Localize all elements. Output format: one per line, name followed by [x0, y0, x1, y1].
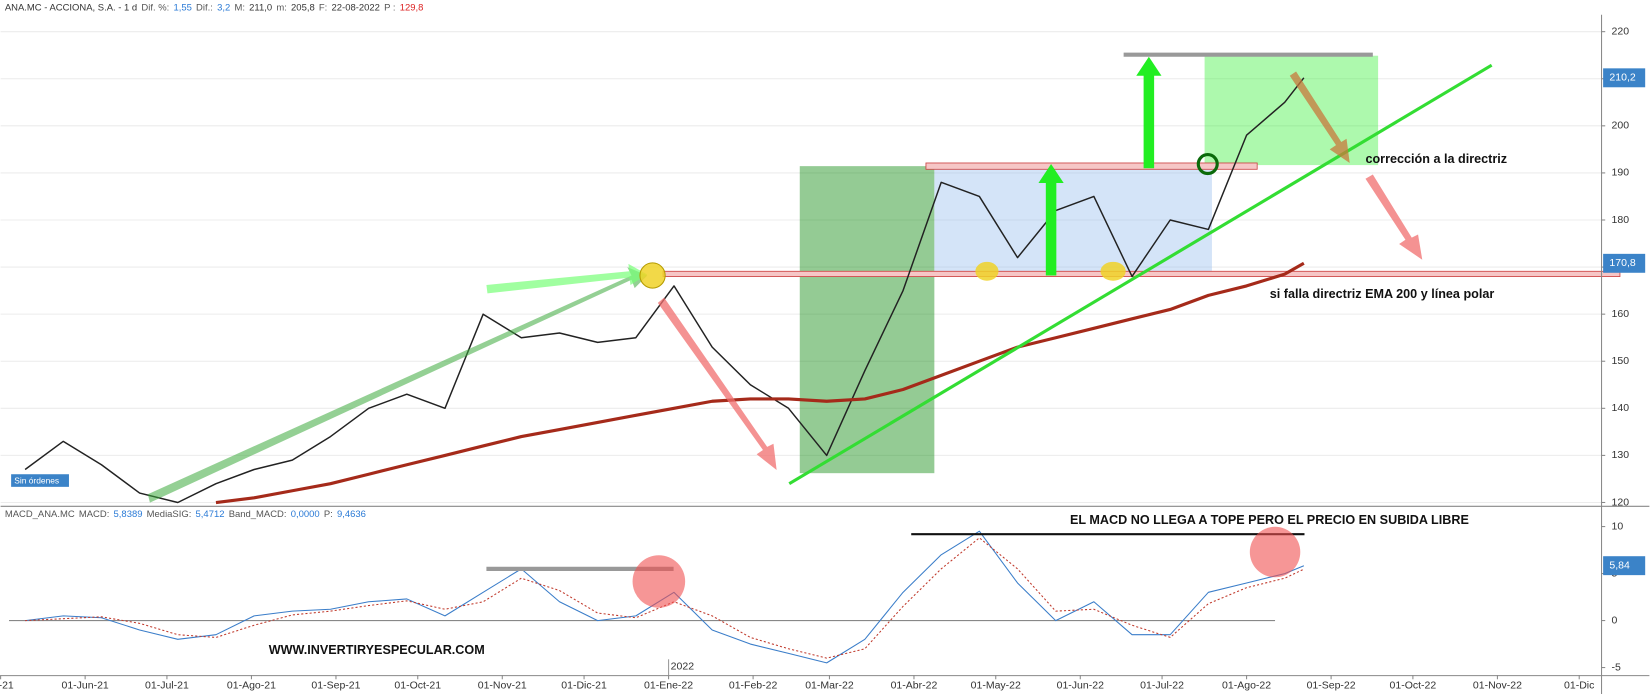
y-tick-label: 0 — [1612, 614, 1618, 626]
x-tick-label: 01-Oct-22 — [1390, 679, 1437, 691]
header-item: 1,55 — [173, 2, 191, 13]
header-item: 22-08-2022 — [332, 2, 380, 13]
y-tick-label: 160 — [1612, 308, 1630, 320]
x-tick-label: 01-Jul-21 — [145, 679, 189, 691]
header-item: m: — [276, 2, 287, 13]
x-tick-label: 01-Jul-22 — [1140, 679, 1184, 691]
x-tick-label: 01-Nov-21 — [478, 679, 527, 691]
arrow — [1136, 56, 1162, 169]
annotation: WWW.INVERTIRYESPECULAR.COM — [269, 643, 485, 657]
macd-header-item: 5,8389 — [114, 509, 143, 520]
highlight — [1196, 152, 1219, 176]
header-item: 205,8 — [291, 2, 315, 13]
y-tick-label: 220 — [1612, 25, 1630, 37]
header-item: 211,0 — [249, 2, 272, 13]
macd-header-item: P: — [324, 509, 333, 520]
header-item: M: — [234, 2, 245, 13]
header-item: 3,2 — [217, 2, 230, 13]
header-item: F: — [319, 2, 327, 13]
macd-header-item: 0,0000 — [291, 509, 320, 520]
macd-header: MACD_ANA.MC MACD: 5,8389 MediaSIG: 5,4712 Ban… — [5, 509, 366, 520]
y-tick-label: 180 — [1612, 214, 1630, 226]
annotation: EL MACD NO LLEGA A TOPE PERO EL PRECIO E… — [1070, 513, 1469, 527]
x-tick-label: 01-Dic-21 — [561, 679, 607, 691]
zone — [934, 166, 1212, 276]
zone — [1204, 55, 1379, 166]
y-tick-label: 130 — [1612, 449, 1630, 461]
macd-header-item: 5,4712 — [196, 509, 225, 520]
x-tick-label: 01-Ago-21 — [227, 679, 276, 691]
macd-header-item: MACD: — [79, 509, 109, 520]
y-tick-label: 150 — [1612, 355, 1630, 367]
year-label: 2022 — [671, 660, 695, 672]
value-label-box — [1603, 253, 1646, 273]
header-item: P : — [384, 2, 395, 13]
resistance-bar — [925, 162, 1258, 170]
macd-header-item: Band_MACD: — [229, 509, 287, 520]
x-tick-label: 01-Jun-22 — [1057, 679, 1104, 691]
arrow — [1038, 164, 1064, 276]
axis-layer: ay-21 01-Jun-21 01-Jul-21 01-Ago-21 01-Sep-2… — [0, 25, 1646, 691]
x-tick-label: 01-Oct-21 — [394, 679, 441, 691]
macd-header-item: MACD_ANA.MC — [5, 509, 75, 520]
arrow — [1289, 71, 1350, 163]
header-item: Dif.: — [196, 2, 213, 13]
value-label-box — [1603, 68, 1646, 88]
header: ANA.MC - ACCIONA, S.A. - 1 d Dif. %: 1,55 D… — [5, 2, 424, 13]
highlight — [639, 262, 666, 289]
value-label-box — [1603, 556, 1646, 576]
y-tick-label: 10 — [1612, 520, 1624, 532]
annotation: si falla directriz EMA 200 y línea polar — [1270, 287, 1495, 301]
header-item: Dif. %: — [141, 2, 169, 13]
status: Sin órdenes — [14, 475, 59, 485]
macd-header-item: MediaSIG: — [147, 509, 192, 520]
arrow — [486, 263, 648, 294]
x-tick-label: 01-May-22 — [971, 679, 1021, 691]
arrow — [657, 297, 777, 471]
x-tick-label: 01-Jun-21 — [61, 679, 108, 691]
series-line — [24, 77, 1305, 504]
header-item: ANA.MC - ACCIONA, S.A. - 1 d — [5, 2, 137, 13]
y-tick-label: 120 — [1612, 496, 1630, 508]
highlight — [1249, 526, 1301, 578]
x-tick-label: 01-Sep-22 — [1307, 679, 1356, 691]
grid-layer — [0, 31, 1602, 622]
x-tick-label: 01-Ago-22 — [1222, 679, 1271, 691]
arrow — [1365, 174, 1423, 260]
y-tick-label: 200 — [1612, 120, 1630, 132]
value-label: 5,84 — [1609, 559, 1630, 571]
annotation: corrección a la directriz — [1365, 152, 1507, 166]
x-tick-label: ay-21 — [0, 679, 14, 691]
highlight — [632, 555, 686, 608]
value-label: 170,8 — [1609, 257, 1635, 269]
y-tick-label: 190 — [1612, 167, 1630, 179]
trendline — [788, 63, 1493, 486]
highlight — [1100, 261, 1126, 281]
y-tick-label: 140 — [1612, 402, 1630, 414]
header-item: 129,8 — [400, 2, 424, 13]
x-tick-label: 01-Feb-22 — [729, 679, 778, 691]
arrow — [147, 267, 648, 503]
macd-header-item: 9,4636 — [337, 509, 366, 520]
x-tick-label: 01-Ene-22 — [644, 679, 693, 691]
x-tick-label: 01-Sep-21 — [311, 679, 360, 691]
x-tick-label: 01-Nov-22 — [1473, 679, 1522, 691]
status-box — [11, 474, 69, 487]
series-line — [215, 261, 1305, 505]
series-line — [25, 537, 1305, 659]
highlight — [975, 261, 999, 281]
y-tick-label: -5 — [1612, 661, 1621, 673]
x-tick-label: 01-Dic — [1564, 679, 1594, 691]
x-tick-label: 01-Mar-22 — [805, 679, 854, 691]
value-label: 210,2 — [1609, 72, 1635, 84]
zone — [799, 166, 935, 474]
x-tick-label: 01-Abr-22 — [891, 679, 938, 691]
